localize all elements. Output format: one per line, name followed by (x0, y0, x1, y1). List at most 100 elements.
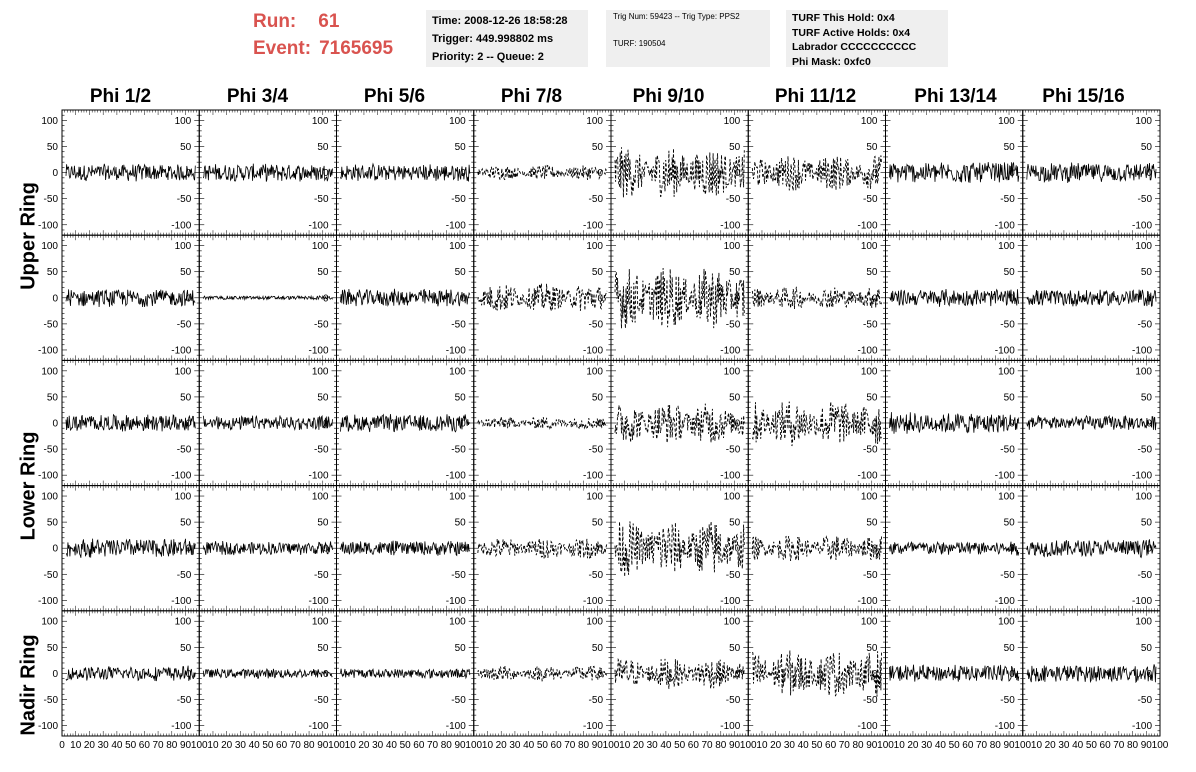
y-tick-label: 50 (47, 267, 59, 278)
y-tick-label: 100 (449, 492, 466, 503)
waveform-trace (751, 401, 882, 447)
y-tick-label: 100 (312, 116, 329, 127)
y-tick-label: 0 (735, 168, 741, 179)
waveform-trace (65, 538, 196, 558)
turf-this-hold-text: TURF This Hold: 0x4 (792, 11, 948, 26)
y-tick-label: 100 (449, 116, 466, 127)
time-text: Time: 2008-12-26 18:58:28 (432, 12, 588, 30)
y-tick-label: 100 (998, 116, 1015, 127)
y-tick-label: 0 (323, 544, 329, 555)
y-tick-label: -50 (44, 319, 59, 330)
y-tick-label: -50 (314, 194, 329, 205)
waveform-trace (614, 521, 745, 577)
y-tick-label: 0 (1009, 293, 1015, 304)
y-tick-label: -50 (314, 445, 329, 456)
y-tick-label: -50 (44, 194, 59, 205)
turf-info-box: TURF This Hold: 0x4 TURF Active Holds: 0… (786, 10, 948, 70)
waveform-trace (889, 540, 1020, 556)
y-tick-label: 50 (455, 267, 467, 278)
y-tick-label: 0 (1009, 419, 1015, 430)
y-tick-label: 50 (47, 392, 59, 403)
y-tick-label: 100 (449, 366, 466, 377)
y-tick-label: 50 (1141, 267, 1153, 278)
y-tick-label: -100 (1132, 345, 1152, 356)
y-tick-label: 50 (47, 142, 59, 153)
waveform-trace (340, 413, 471, 433)
waveform-trace (340, 540, 471, 557)
waveform-trace (202, 414, 333, 432)
y-tick-label: 100 (175, 116, 192, 127)
y-tick-label: -50 (1138, 194, 1153, 205)
y-tick-label: 100 (861, 366, 878, 377)
y-tick-label: -50 (451, 319, 466, 330)
y-tick-label: 100 (724, 366, 741, 377)
y-tick-label: -100 (1132, 471, 1152, 482)
y-tick-label: -100 (38, 596, 58, 607)
labrador-text: Labrador CCCCCCCCCC (792, 40, 948, 55)
y-tick-label: -100 (583, 345, 603, 356)
y-tick-label: 50 (729, 392, 741, 403)
phi-mask-text: Phi Mask: 0xfc0 (792, 55, 948, 70)
column-header-phi-3-4: Phi 3/4 (189, 86, 326, 108)
waveform-trace (889, 161, 1020, 183)
y-tick-label: -50 (1000, 194, 1015, 205)
event-row: Event: 7165695 (253, 35, 393, 62)
y-tick-label: -100 (857, 596, 877, 607)
y-tick-label: -50 (863, 445, 878, 456)
run-label: Run: (253, 11, 296, 32)
y-tick-label: 100 (724, 241, 741, 252)
y-tick-label: -50 (177, 319, 192, 330)
column-header-phi-15-16: Phi 15/16 (1015, 86, 1152, 108)
y-tick-label: 50 (729, 142, 741, 153)
y-tick-label: -100 (446, 220, 466, 231)
column-header-phi-5-6: Phi 5/6 (326, 86, 463, 108)
y-tick-label: -50 (726, 194, 741, 205)
column-header-phi-11-12: Phi 11/12 (747, 86, 884, 108)
y-tick-label: 0 (872, 168, 878, 179)
y-tick-label: 50 (1004, 267, 1016, 278)
y-tick-label: 50 (592, 518, 604, 529)
trigger-info-box: Trig Num: 59423 -- Trig Type: PPS2 TURF:… (606, 10, 770, 67)
y-tick-label: -100 (583, 220, 603, 231)
y-tick-label: -100 (38, 471, 58, 482)
waveform-trace (751, 155, 882, 191)
priority-text: Priority: 2 -- Queue: 2 (432, 48, 588, 66)
y-tick-label: 50 (729, 267, 741, 278)
y-tick-label: -100 (995, 596, 1015, 607)
y-tick-label: 100 (586, 116, 603, 127)
y-tick-label: -50 (451, 194, 466, 205)
y-tick-label: -100 (308, 345, 328, 356)
y-tick-label: 50 (317, 267, 329, 278)
y-tick-label: -50 (589, 445, 604, 456)
y-tick-label: 100 (861, 492, 878, 503)
y-tick-label: 100 (41, 492, 58, 503)
y-tick-label: -50 (1138, 445, 1153, 456)
y-tick-label: 0 (52, 168, 58, 179)
y-tick-label: 50 (866, 518, 878, 529)
y-tick-label: -100 (857, 471, 877, 482)
y-tick-label: 50 (729, 518, 741, 529)
y-tick-label: 100 (998, 366, 1015, 377)
y-tick-label: 50 (455, 392, 467, 403)
waveform-trace (65, 289, 196, 308)
y-tick-label: 50 (180, 392, 192, 403)
y-tick-label: 100 (586, 492, 603, 503)
y-tick-label: -100 (171, 596, 191, 607)
y-tick-label: 50 (1004, 392, 1016, 403)
y-tick-label: 0 (186, 293, 192, 304)
y-tick-label: -100 (995, 220, 1015, 231)
waveform-trace (614, 267, 745, 329)
y-tick-label: 0 (52, 544, 58, 555)
y-tick-label: -100 (720, 220, 740, 231)
y-tick-label: -50 (1000, 319, 1015, 330)
turf-active-holds-text: TURF Active Holds: 0x4 (792, 26, 948, 41)
y-tick-label: 100 (175, 241, 192, 252)
waveform-trace (202, 163, 333, 182)
event-value: 7165695 (319, 38, 393, 59)
y-tick-label: -50 (1000, 570, 1015, 581)
y-tick-label: 100 (312, 241, 329, 252)
y-tick-label: -50 (726, 445, 741, 456)
y-tick-label: 0 (52, 419, 58, 430)
y-tick-label: 50 (1141, 392, 1153, 403)
y-tick-label: -100 (1132, 220, 1152, 231)
